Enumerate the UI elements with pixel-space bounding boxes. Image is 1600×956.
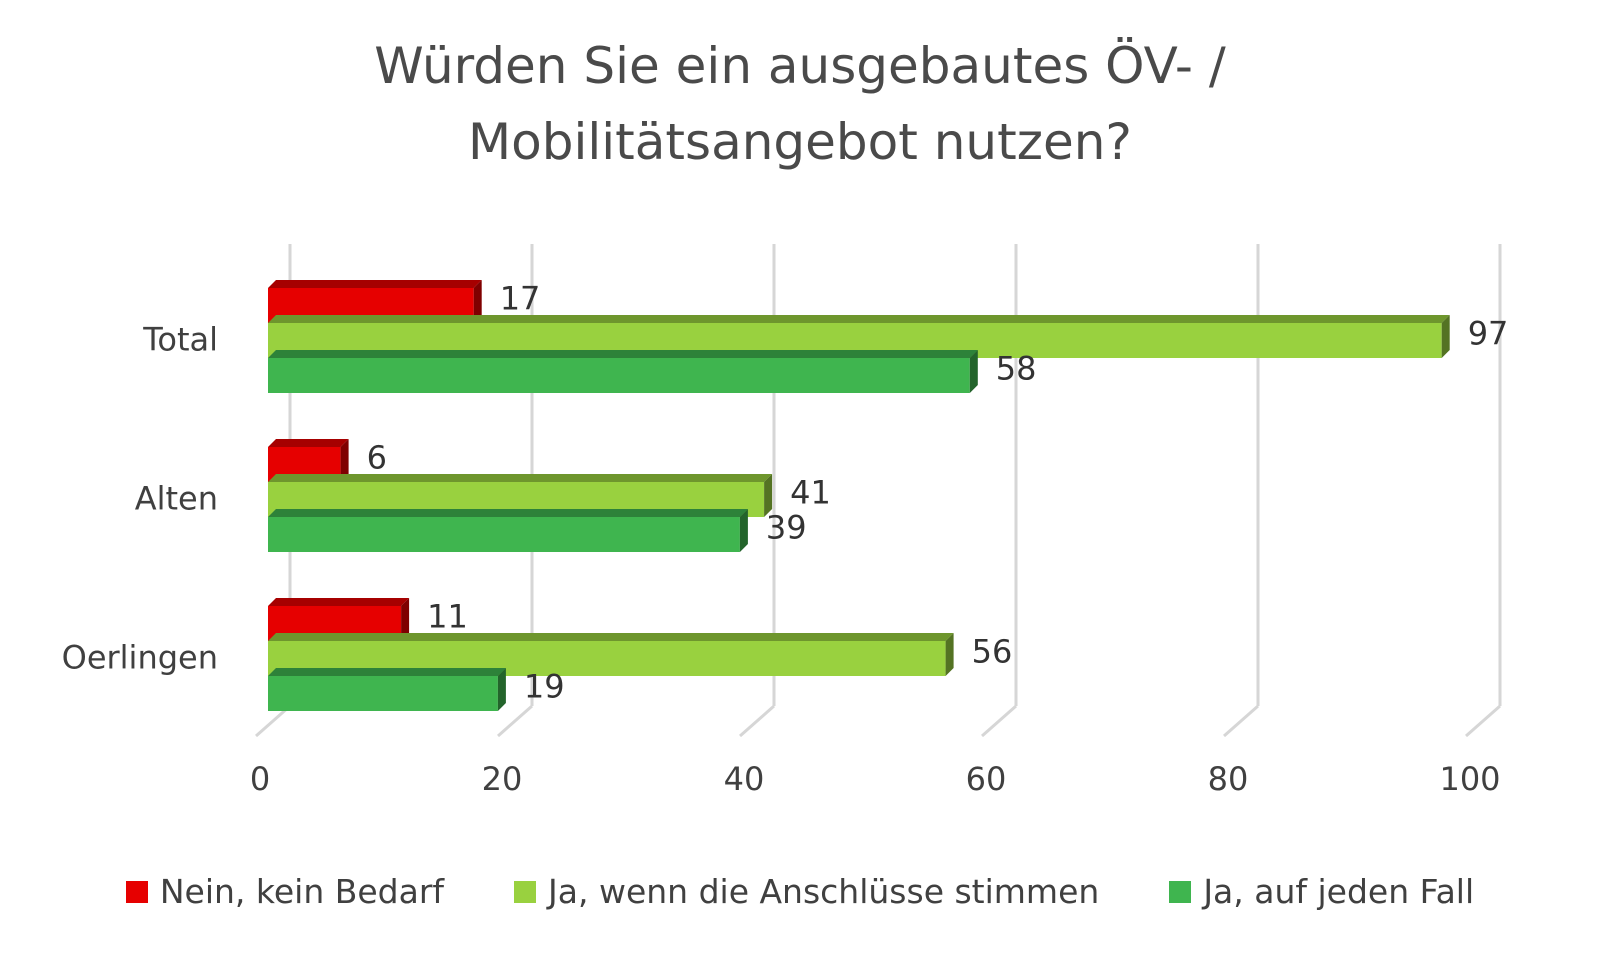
bar <box>268 668 506 711</box>
bar-top-face <box>268 280 482 288</box>
bar-top-face <box>268 439 349 447</box>
data-label: 41 <box>790 474 831 512</box>
bar-side-face <box>1441 315 1450 358</box>
bar-side-face <box>497 668 506 711</box>
x-tick-label: 80 <box>1208 760 1249 798</box>
legend-item: Ja, wenn die Anschlüsse stimmen <box>514 872 1099 911</box>
legend-swatch <box>514 880 537 903</box>
legend-item: Nein, kein Bedarf <box>125 872 445 911</box>
bar-top-face <box>268 474 773 482</box>
legend-label: Nein, kein Bedarf <box>159 872 445 911</box>
bar <box>268 509 748 552</box>
x-tick-label: 40 <box>724 760 765 798</box>
gridline-floor <box>1465 704 1501 738</box>
bar-side-face <box>969 350 978 393</box>
bar-side-face <box>401 598 410 641</box>
data-label: 19 <box>524 668 565 706</box>
data-label: 39 <box>766 509 807 547</box>
bar-top-face <box>268 350 978 358</box>
bar-top-face <box>268 509 748 517</box>
gridline-floor <box>1223 704 1259 738</box>
bars <box>268 280 1450 711</box>
bar-top-face <box>268 315 1450 323</box>
data-label: 58 <box>996 350 1037 388</box>
legend-label: Ja, auf jeden Fall <box>1203 872 1475 911</box>
bar-front-face <box>268 517 740 552</box>
category-label: Oerlingen <box>62 639 218 677</box>
legend-label: Ja, wenn die Anschlüsse stimmen <box>548 872 1100 911</box>
category-label: Alten <box>135 480 218 518</box>
bar-side-face <box>340 439 349 482</box>
bar-top-face <box>268 633 954 641</box>
chart-title-line-1: Würden Sie ein ausgebautes ÖV- / <box>374 37 1226 95</box>
gridline-floor <box>981 704 1017 738</box>
data-label: 97 <box>1468 315 1509 353</box>
bar-front-face <box>268 676 498 711</box>
bar-front-face <box>268 358 970 393</box>
gridline-floor <box>739 704 775 738</box>
bar <box>268 350 978 393</box>
data-label: 11 <box>427 598 468 636</box>
legend-swatch <box>125 880 148 903</box>
bar-side-face <box>945 633 954 676</box>
bar-side-face <box>739 509 748 552</box>
category-label: Total <box>142 321 218 359</box>
data-label: 6 <box>367 439 387 477</box>
legend-swatch <box>1169 880 1192 903</box>
legend: Nein, kein Bedarf Ja, wenn die Anschlüsse… <box>0 872 1600 911</box>
bar-top-face <box>268 598 410 606</box>
bar-side-face <box>473 280 482 323</box>
x-tick-label: 100 <box>1439 760 1500 798</box>
x-tick-label: 60 <box>966 760 1007 798</box>
value-axis: 0 20 40 60 80 100 <box>250 760 1501 798</box>
chart-title: Würden Sie ein ausgebautes ÖV- / Mobilit… <box>0 28 1600 180</box>
category-axis: Total Alten Oerlingen <box>62 321 218 677</box>
gridline-floor <box>497 704 533 738</box>
x-tick-label: 0 <box>250 760 270 798</box>
data-label: 17 <box>500 280 541 318</box>
bar-top-face <box>268 668 506 676</box>
chart-title-line-2: Mobilitätsangebot nutzen? <box>468 113 1132 171</box>
data-label: 56 <box>972 633 1013 671</box>
legend-item: Ja, auf jeden Fall <box>1169 872 1474 911</box>
bar-side-face <box>764 474 773 517</box>
x-tick-label: 20 <box>482 760 523 798</box>
